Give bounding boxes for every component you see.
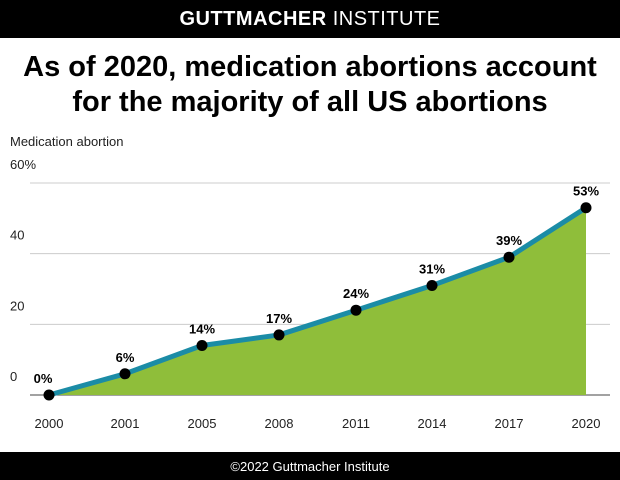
x-tick-label: 2014	[418, 416, 447, 431]
data-label: 14%	[189, 322, 215, 337]
data-label: 6%	[116, 350, 135, 365]
data-point	[196, 340, 208, 352]
data-label: 39%	[496, 233, 522, 248]
area-fill	[49, 207, 586, 395]
data-point	[43, 389, 55, 401]
y-tick-label: 60%	[10, 157, 36, 172]
data-label: 31%	[419, 261, 445, 276]
chart-title-line-2: for the majority of all US abortions	[72, 86, 548, 118]
copyright-text: ©2022 Guttmacher Institute	[230, 458, 390, 474]
data-point	[350, 304, 362, 316]
y-tick-label: 40	[10, 228, 24, 243]
chart-title-line-1: As of 2020, medication abortions account	[23, 51, 597, 83]
footer: ©2022 Guttmacher Institute	[0, 452, 620, 480]
brand-name: GUTTMACHER	[179, 7, 327, 30]
series-line	[46, 205, 589, 398]
y-tick-label: 0	[10, 369, 17, 384]
brand-suffix: INSTITUTE	[332, 7, 441, 30]
x-tick-label: 2008	[265, 416, 294, 431]
chart-title: As of 2020, medication abortions account…	[0, 50, 620, 120]
x-tick-label: 2017	[495, 416, 524, 431]
brand-header: GUTTMACHER INSTITUTE	[0, 0, 620, 38]
data-label: 53%	[573, 184, 599, 199]
data-point	[580, 202, 592, 214]
x-tick-label: 2001	[111, 416, 140, 431]
x-tick-label: 2000	[35, 416, 64, 431]
data-point	[503, 251, 515, 263]
data-point	[426, 279, 438, 291]
y-axis-label: Medication abortion	[10, 134, 123, 149]
data-point	[273, 329, 285, 341]
x-tick-label: 2011	[342, 416, 370, 431]
y-tick-label: 20	[10, 298, 24, 313]
data-label: 0%	[34, 371, 53, 386]
data-label: 24%	[343, 286, 369, 301]
data-point	[119, 368, 131, 380]
data-label: 17%	[266, 311, 292, 326]
x-tick-label: 2020	[572, 416, 601, 431]
x-tick-label: 2005	[188, 416, 217, 431]
